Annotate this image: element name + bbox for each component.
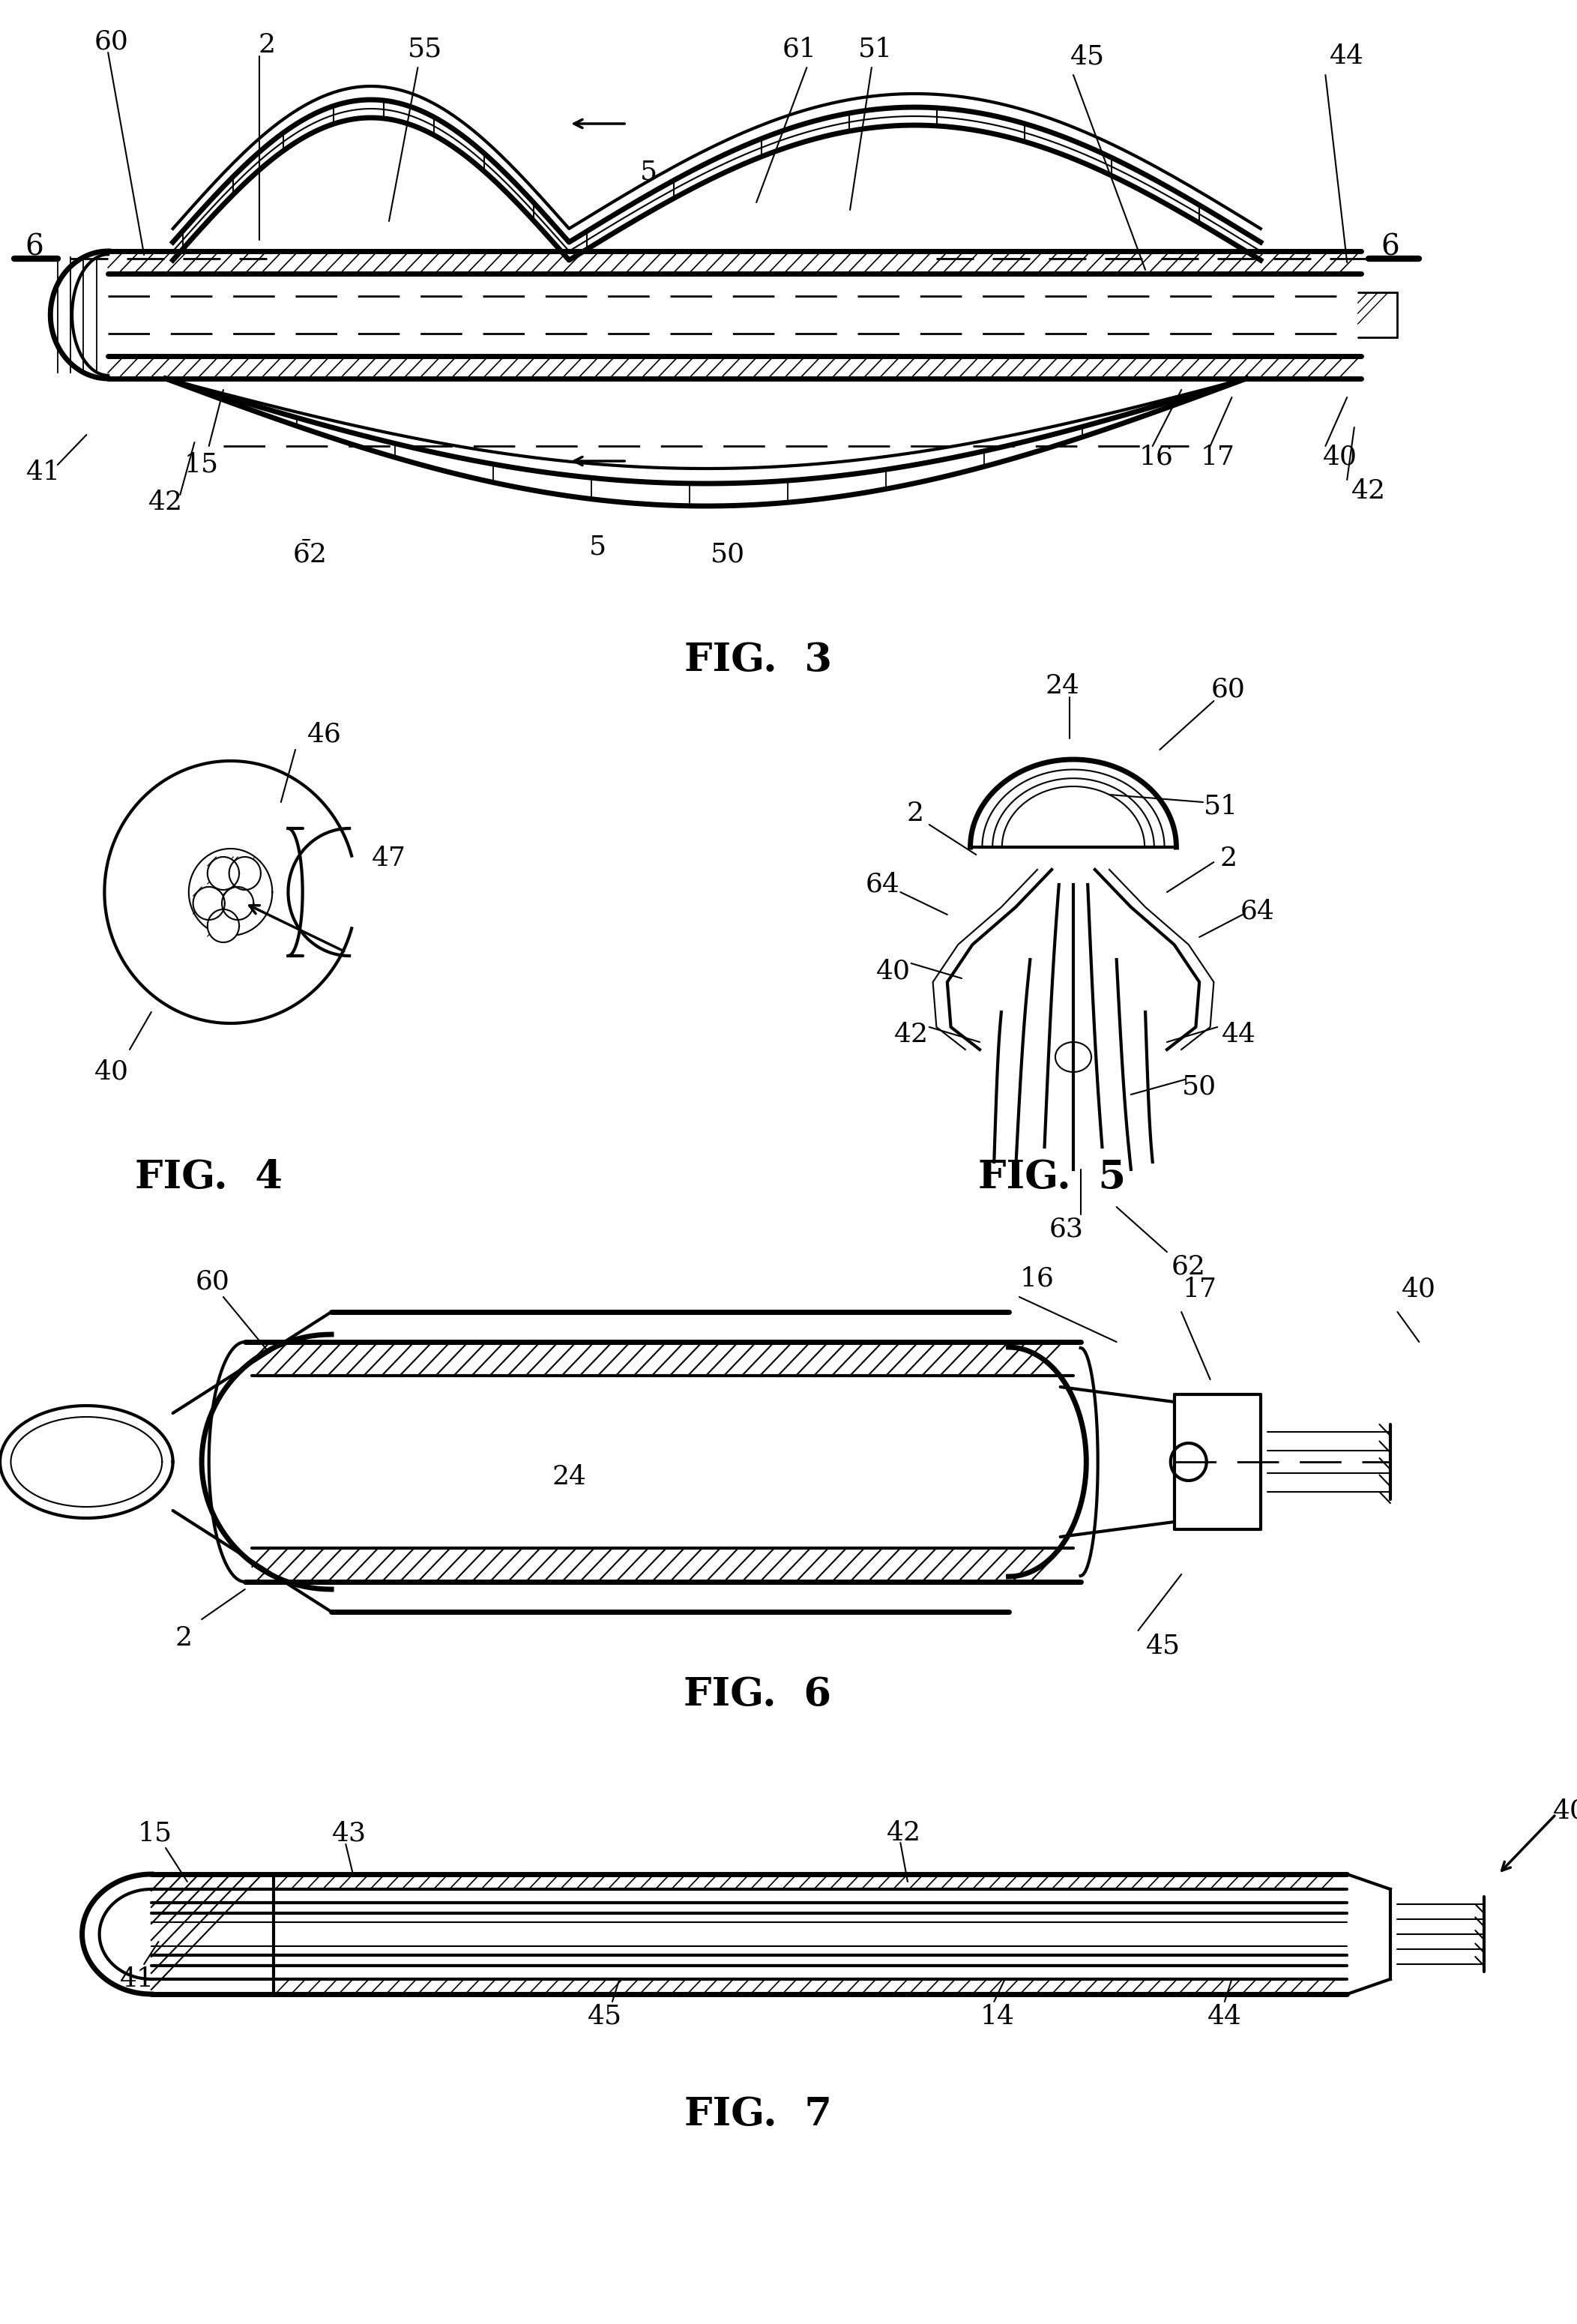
Text: 42: 42 <box>886 1820 921 1845</box>
Text: FIG.  6: FIG. 6 <box>684 1676 831 1713</box>
Polygon shape <box>229 858 260 890</box>
Text: 64: 64 <box>1240 897 1274 923</box>
Text: 41: 41 <box>120 1966 155 1992</box>
Text: 2: 2 <box>907 802 924 825</box>
Text: FIG.  7: FIG. 7 <box>684 2094 831 2133</box>
Polygon shape <box>222 888 254 920</box>
Text: 14: 14 <box>981 2003 1016 2029</box>
Text: 45: 45 <box>1071 44 1105 70</box>
Text: 51: 51 <box>1203 792 1238 818</box>
Text: 60: 60 <box>1211 676 1246 702</box>
Text: 41: 41 <box>25 460 60 486</box>
Text: 44: 44 <box>1329 44 1364 70</box>
Polygon shape <box>208 858 240 890</box>
Text: 2: 2 <box>175 1624 192 1650</box>
Text: 60: 60 <box>196 1269 230 1294</box>
Text: 42: 42 <box>894 1023 929 1048</box>
Text: 17: 17 <box>1183 1276 1216 1301</box>
Text: 16: 16 <box>1020 1267 1055 1290</box>
Text: 64: 64 <box>866 872 899 897</box>
Text: 51: 51 <box>858 35 893 60</box>
Text: 15: 15 <box>185 453 219 476</box>
Text: FIG.  3: FIG. 3 <box>684 641 831 679</box>
Text: 44: 44 <box>1222 1023 1257 1048</box>
Text: 43: 43 <box>333 1820 367 1845</box>
Text: 61: 61 <box>782 35 817 60</box>
Text: 46: 46 <box>308 723 341 748</box>
Text: 2: 2 <box>1219 846 1236 872</box>
Text: 55: 55 <box>408 35 442 60</box>
Text: 16: 16 <box>1139 444 1173 469</box>
Text: 2: 2 <box>259 33 274 58</box>
Text: 15: 15 <box>137 1820 172 1845</box>
Text: 40: 40 <box>1553 1799 1577 1824</box>
Text: 44: 44 <box>1208 2003 1241 2029</box>
Text: 40: 40 <box>1323 444 1358 469</box>
Text: 17: 17 <box>1200 444 1235 469</box>
Text: 40: 40 <box>1402 1276 1437 1301</box>
Text: FIG.  4: FIG. 4 <box>136 1157 282 1197</box>
Text: 42: 42 <box>148 490 183 516</box>
Text: FIG.  5: FIG. 5 <box>978 1157 1126 1197</box>
Text: 6: 6 <box>1381 232 1399 260</box>
Text: 40: 40 <box>875 957 910 983</box>
Text: 62: 62 <box>1172 1255 1206 1281</box>
Text: 50: 50 <box>1183 1074 1217 1099</box>
Text: 6: 6 <box>25 232 44 260</box>
Text: 63: 63 <box>1049 1218 1083 1243</box>
Text: 62: 62 <box>293 541 326 567</box>
Text: 50: 50 <box>710 541 744 567</box>
Polygon shape <box>208 909 240 941</box>
Text: 24: 24 <box>1046 674 1080 700</box>
Text: 24: 24 <box>552 1464 587 1490</box>
Text: 47: 47 <box>372 846 407 872</box>
Polygon shape <box>192 888 226 920</box>
Text: 45: 45 <box>1146 1634 1181 1659</box>
Text: 40: 40 <box>95 1060 129 1085</box>
Text: 5: 5 <box>590 535 607 560</box>
Text: 60: 60 <box>95 28 129 53</box>
Text: 45: 45 <box>588 2003 623 2029</box>
Text: 5: 5 <box>640 160 658 186</box>
Text: 42: 42 <box>1351 479 1386 504</box>
